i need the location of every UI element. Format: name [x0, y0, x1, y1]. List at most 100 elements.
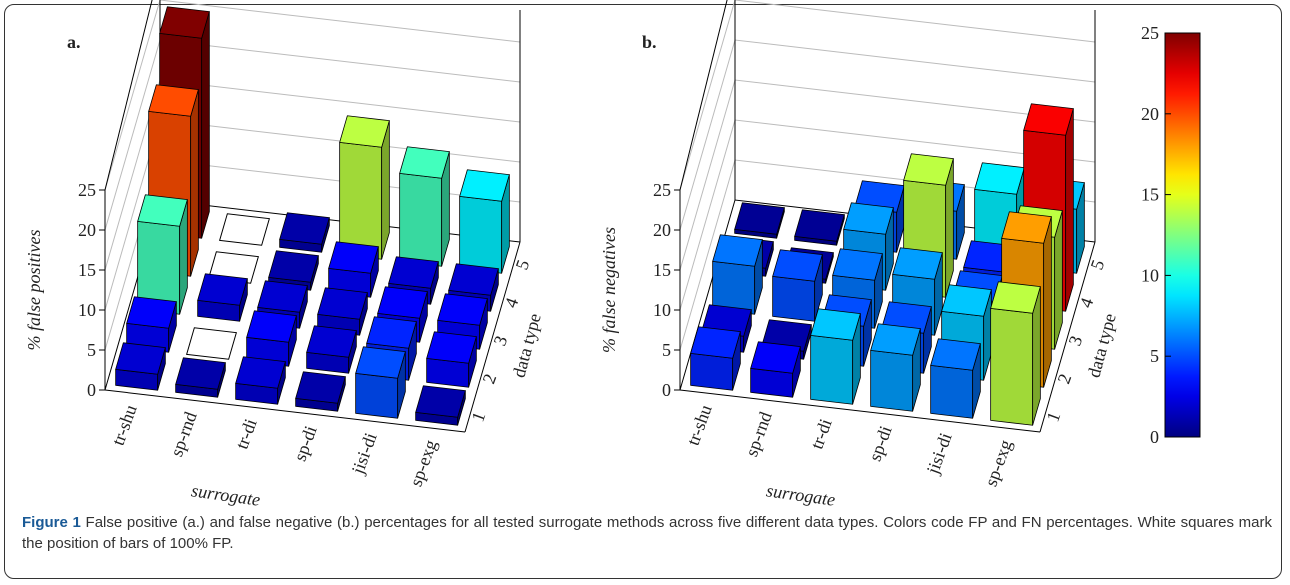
- z-tick-label: 20: [78, 220, 96, 240]
- bar-top: [941, 284, 992, 317]
- bar-top: [794, 209, 845, 242]
- bar: [734, 202, 785, 239]
- z-tick-label: 20: [653, 220, 671, 240]
- z-tick-label: 5: [662, 340, 671, 360]
- bar-top: [268, 250, 319, 283]
- bar: [794, 209, 845, 246]
- bar-top: [448, 263, 499, 296]
- y-tick-label: 2: [1053, 371, 1075, 386]
- z-tick-label: 15: [78, 260, 96, 280]
- grid-line: [679, 0, 1096, 191]
- bar-top: [843, 202, 894, 235]
- z-tick-label: 15: [653, 260, 671, 280]
- z-tick-label: 25: [653, 180, 671, 200]
- bar: [126, 296, 177, 353]
- x-axis-title: surrogate: [190, 480, 261, 509]
- x-tick-label: tr-shu: [683, 402, 716, 448]
- bar-top: [235, 356, 286, 389]
- bar-top: [1023, 103, 1074, 136]
- x-tick-label: tr-di: [231, 416, 260, 452]
- bar-top: [810, 308, 861, 341]
- z-axis-title: % false positives: [24, 230, 44, 351]
- bar: [990, 281, 1041, 426]
- colorbar-tick-label: 15: [1141, 185, 1159, 205]
- y-tick-label: 1: [467, 409, 489, 424]
- colorbar: [1164, 32, 1201, 438]
- bar: [137, 194, 188, 315]
- axis-line: [679, 0, 728, 191]
- axis-line: [679, 389, 1041, 433]
- bar-top: [279, 212, 330, 245]
- caption: Figure 1 False positive (a.) and false n…: [22, 512, 1272, 554]
- bar: [930, 338, 981, 419]
- x-tick-label: sp-rnd: [166, 409, 201, 459]
- bar-top: [712, 234, 763, 267]
- colorbar-tick-label: 5: [1150, 346, 1159, 366]
- x-tick-label: jisi-di: [922, 430, 956, 477]
- bar-top: [246, 310, 297, 343]
- bar-front: [810, 334, 854, 405]
- bar: [115, 342, 166, 391]
- x-tick-label: sp-di: [865, 423, 896, 464]
- bar-top: [137, 194, 188, 227]
- bar-side: [1065, 108, 1074, 312]
- x-tick-label: sp-di: [290, 423, 321, 464]
- bar-top: [870, 323, 921, 356]
- caption-label: Figure 1: [22, 514, 81, 531]
- bar-top: [257, 280, 308, 313]
- y-tick-label: 2: [478, 371, 500, 386]
- bar-top: [832, 248, 883, 281]
- bar: [279, 212, 330, 253]
- y-axis-title: data type: [509, 311, 545, 379]
- bar-side: [190, 89, 199, 277]
- z-tick-label: 0: [662, 380, 671, 400]
- bar-top: [328, 241, 379, 274]
- bar: [235, 356, 286, 405]
- bar: [810, 308, 861, 405]
- colorbar-tick-label: 0: [1150, 427, 1159, 447]
- bar-top: [126, 296, 177, 329]
- bar-side: [201, 11, 210, 239]
- grid-line: [104, 0, 521, 191]
- y-tick-label: 1: [1042, 409, 1064, 424]
- bar-top: [115, 342, 166, 375]
- x-tick-label: jisi-di: [347, 430, 381, 477]
- bar: [712, 234, 763, 315]
- x-axis-title: surrogate: [765, 480, 836, 509]
- bar-top: [295, 371, 346, 404]
- y-tick-label: 5: [511, 257, 533, 272]
- x-tick-label: sp-exg: [981, 437, 1016, 489]
- colorbar-tick-label: 25: [1141, 23, 1159, 43]
- bar: [399, 146, 450, 267]
- bar-top: [159, 6, 210, 39]
- colorbar-tick-label: 10: [1141, 265, 1159, 285]
- bar-top: [388, 256, 439, 289]
- bar-side: [1043, 216, 1052, 388]
- bar-top: [930, 338, 981, 371]
- bar: [339, 115, 390, 260]
- bar: [750, 341, 801, 398]
- z-tick-label: 10: [78, 300, 96, 320]
- bar-front: [870, 349, 914, 412]
- z-tick-label: 5: [87, 340, 96, 360]
- axis-line: [1039, 241, 1096, 433]
- y-axis-title: data type: [1084, 311, 1120, 379]
- figure-frame: [4, 4, 1282, 579]
- bar-front: [930, 364, 974, 419]
- bar-top: [437, 293, 488, 326]
- bar: [690, 326, 741, 391]
- bar-top: [366, 316, 417, 349]
- bar-top: [339, 115, 390, 148]
- bar-top: [903, 153, 954, 186]
- caption-text: False positive (a.) and false negative (…: [22, 514, 1272, 552]
- z-tick-label: 10: [653, 300, 671, 320]
- bar-front: [459, 195, 503, 274]
- x-tick-label: tr-shu: [108, 402, 141, 448]
- bar-top: [306, 325, 357, 358]
- bar: [219, 213, 270, 246]
- z-axis-title: % false negatives: [599, 227, 619, 353]
- axis-line: [104, 0, 153, 191]
- bar-top: [399, 146, 450, 179]
- bar-marker: [219, 213, 270, 246]
- bar-top: [459, 169, 510, 202]
